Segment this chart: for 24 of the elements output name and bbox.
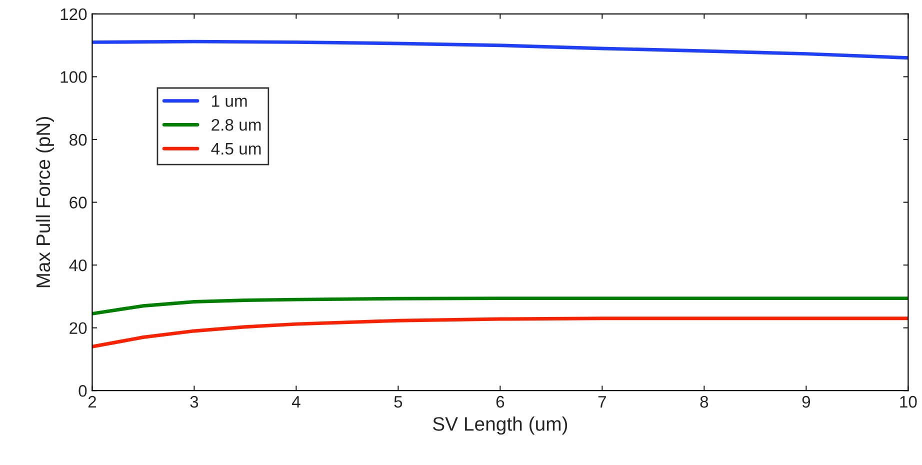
- y-tick-label: 80: [70, 134, 87, 146]
- y-tick-label: 100: [60, 71, 87, 83]
- line-series: [92, 40, 908, 60]
- y-tick-label: 40: [69, 259, 87, 272]
- x-tick-label: 9: [802, 396, 810, 408]
- x-tick-label: 7: [598, 396, 606, 408]
- y-tick-label: 0: [78, 385, 87, 397]
- x-tick-label: 10: [900, 396, 917, 408]
- x-tick-label: 4: [292, 396, 300, 408]
- x-tick-label: 5: [394, 396, 402, 408]
- legend-label: 1 um: [212, 95, 247, 107]
- y-tick-label: 120: [60, 8, 87, 20]
- y-tick-label: 20: [70, 322, 87, 334]
- x-tick-label: 3: [190, 396, 198, 408]
- x-tick-label: 6: [496, 396, 504, 408]
- y-axis-title: Max Pull Force (pN): [36, 117, 54, 288]
- y-tick-label: 60: [70, 196, 87, 208]
- legend-label: 4.5 um: [211, 143, 261, 155]
- x-axis-title: SV Length (um): [432, 416, 568, 435]
- legend-label: 2.8 um: [212, 118, 261, 131]
- x-tick-label: 8: [700, 396, 708, 408]
- line-series: [92, 296, 908, 316]
- x-tick-label: 2: [88, 396, 96, 408]
- line-series: [92, 316, 908, 348]
